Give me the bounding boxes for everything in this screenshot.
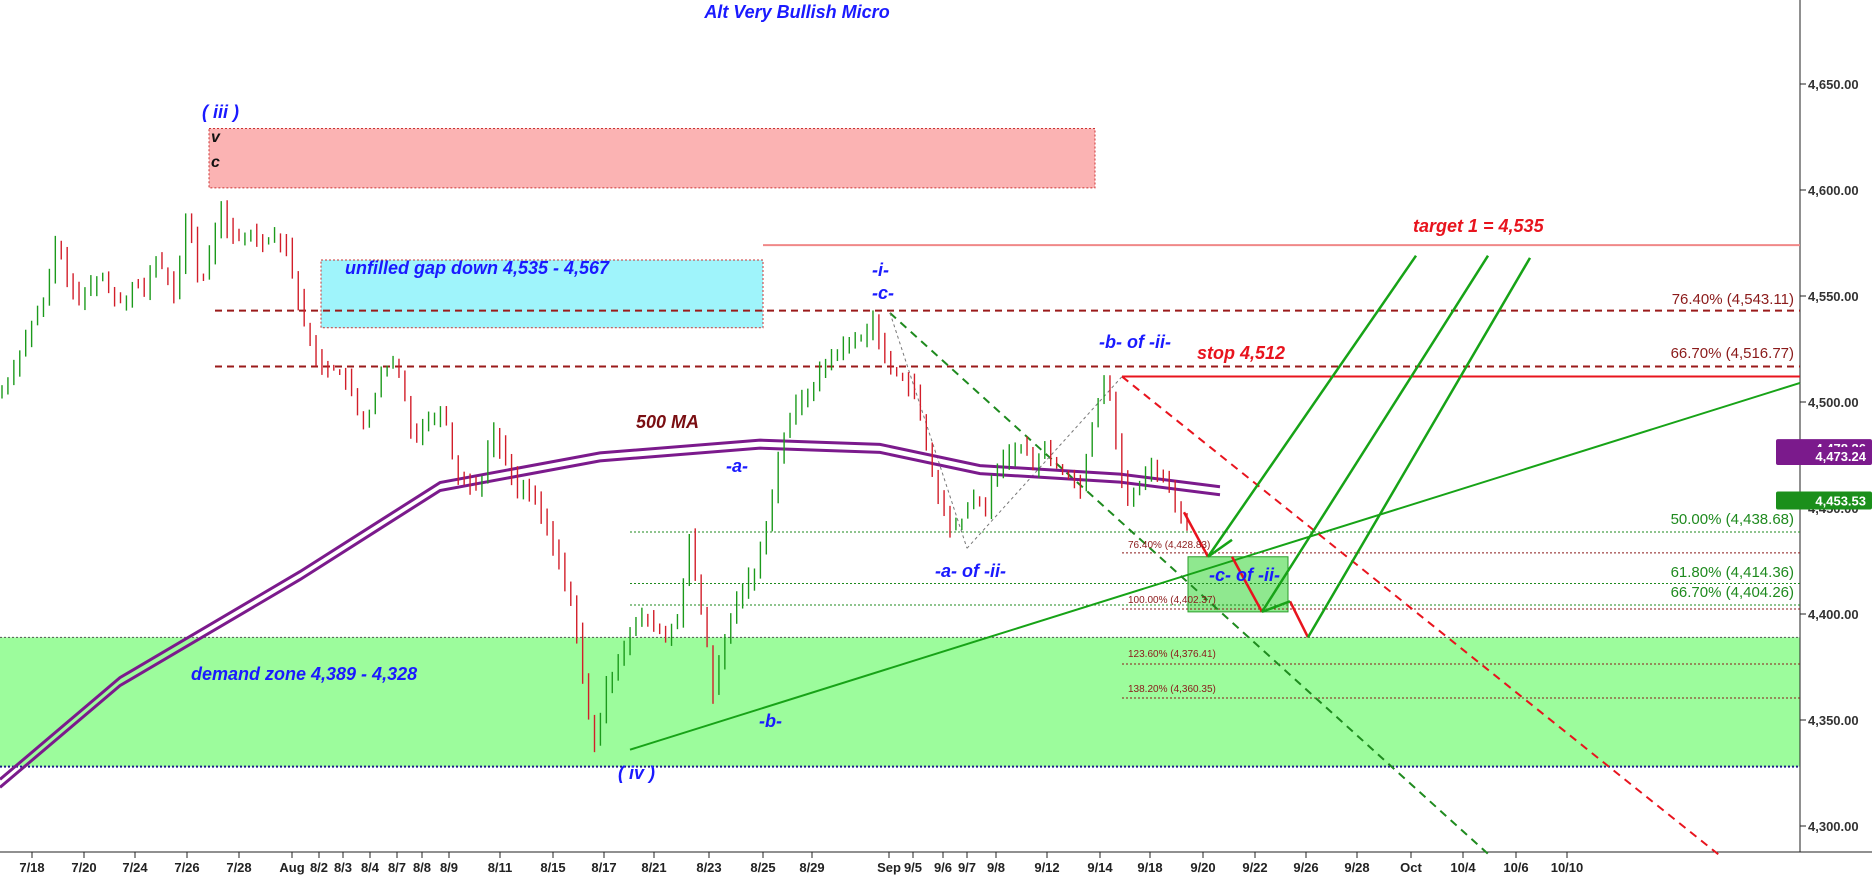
x-tick-label: 9/22 (1242, 860, 1267, 875)
x-tick-label: 8/11 (488, 860, 513, 875)
stop-label: stop 4,512 (1197, 343, 1285, 363)
demand-zone-label: demand zone 4,389 - 4,328 (191, 664, 417, 684)
wave-v-label: v (211, 129, 221, 146)
x-tick-label: 8/23 (696, 860, 721, 875)
fib-label-138-20-small: 138.20% (4,360.35) (1128, 684, 1216, 695)
fib-label-66-70-upper: 66.70% (4,516.77) (1671, 345, 1794, 362)
x-tick-label: 7/18 (19, 860, 44, 875)
wave-iv-label: ( iv ) (618, 763, 655, 783)
x-tick-label: Sep (877, 860, 901, 875)
ma-upper-line (0, 438, 1221, 781)
x-tick-label: 8/4 (361, 860, 380, 875)
y-tick-label: 4,500.00 (1808, 395, 1859, 410)
x-tick-label: 8/25 (750, 860, 775, 875)
projection-paths (1182, 255, 1532, 638)
wave-a-of-ii-label: -a- of -ii- (935, 561, 1006, 581)
wave-iii-label: ( iii ) (202, 102, 239, 122)
fib-label-76-40-small: 76.40% (4,428.83) (1128, 540, 1210, 551)
x-tick-label: 9/18 (1137, 860, 1162, 875)
fib-label-61-80: 61.80% (4,414.36) (1671, 564, 1794, 581)
x-tick-label: 10/10 (1551, 860, 1584, 875)
fib-label-100-small: 100.00% (4,402.37) (1128, 595, 1216, 606)
x-tick-label: Aug (279, 860, 304, 875)
green-projection-segment (1207, 538, 1233, 558)
x-tick-label: 9/14 (1087, 860, 1113, 875)
wave-connector (966, 376, 1123, 549)
channel-green-dashed (889, 312, 1491, 857)
price-bars (1, 200, 1188, 753)
wave-b-label: -b- (759, 711, 782, 731)
fib-label-66-70-lower: 66.70% (4,404.26) (1671, 584, 1794, 601)
green-projection-segment (1260, 255, 1490, 613)
x-tick-label: 9/6 (934, 860, 952, 875)
gap-box (320, 259, 764, 329)
wave-i-label: -i- (872, 260, 889, 280)
x-tick-label: 7/28 (226, 860, 251, 875)
gap-label: unfilled gap down 4,535 - 4,567 (345, 258, 610, 278)
x-tick-label: 10/6 (1503, 860, 1528, 875)
x-tick-label: 10/4 (1450, 860, 1476, 875)
x-tick-label: Oct (1400, 860, 1422, 875)
price-tag-box (1776, 491, 1872, 510)
wave-b-of-ii-label: -b- of -ii- (1099, 332, 1171, 352)
supply-box (208, 128, 1096, 189)
price-tag-label: 4,473.24 (1815, 449, 1866, 464)
x-tick-label: 9/26 (1293, 860, 1318, 875)
y-tick-label: 4,650.00 (1808, 77, 1859, 92)
x-tick-label: 8/9 (440, 860, 458, 875)
x-tick-label: 8/7 (388, 860, 406, 875)
x-tick-label: 8/3 (334, 860, 352, 875)
y-tick-label: 4,300.00 (1808, 819, 1859, 834)
x-tick-label: 8/8 (413, 860, 431, 875)
price-tag-box (1776, 447, 1872, 466)
x-tick-label: 9/8 (987, 860, 1005, 875)
x-tick-label: 8/2 (310, 860, 328, 875)
red-projection-segment (1288, 600, 1310, 638)
ma-lower-line (0, 446, 1221, 789)
fib-label-50-00: 50.00% (4,438.68) (1671, 511, 1794, 528)
target-label: target 1 = 4,535 (1413, 216, 1545, 236)
demand-zone (0, 637, 1800, 767)
y-tick-label: 4,600.00 (1808, 183, 1859, 198)
price-tags: 4,478.264,473.244,453.53 (1776, 439, 1872, 510)
x-tick-label: 8/21 (641, 860, 666, 875)
green-projection-segment (1206, 255, 1418, 558)
y-tick-label: 4,550.00 (1808, 289, 1859, 304)
chart-title: Alt Very Bullish Micro (703, 2, 889, 22)
wave-c-of-ii-label: -c- of -ii- (1209, 565, 1280, 585)
red-projection-segment (1230, 556, 1264, 613)
wave-c-top-label: c (211, 154, 220, 171)
wave-a-label: -a- (726, 456, 748, 476)
y-tick-label: 4,350.00 (1808, 713, 1859, 728)
price-tag-label: 4,453.53 (1815, 494, 1866, 509)
x-tick-label: 8/29 (799, 860, 824, 875)
fib-label-123-60-small: 123.60% (4,376.41) (1128, 649, 1216, 660)
x-tick-label: 8/17 (591, 860, 616, 875)
fib-label-76-40: 76.40% (4,543.11) (1672, 291, 1794, 308)
green-projection-segment (1261, 600, 1291, 614)
x-tick-label: 9/5 (904, 860, 922, 875)
red-projection-segment (1182, 511, 1210, 558)
x-tick-label: 8/15 (540, 860, 565, 875)
overlay-lines (215, 244, 1801, 857)
x-tick-label: 9/7 (958, 860, 976, 875)
green-projection-segment (1306, 257, 1532, 638)
x-tick-label: 9/20 (1190, 860, 1215, 875)
x-tick-label: 9/28 (1344, 860, 1369, 875)
x-tick-label: 7/24 (122, 860, 148, 875)
y-tick-label: 4,400.00 (1808, 607, 1859, 622)
moving-average (0, 438, 1221, 789)
x-tick-label: 9/12 (1034, 860, 1059, 875)
x-tick-label: 7/26 (174, 860, 199, 875)
wave-connector (889, 312, 968, 549)
ma-label: 500 MA (636, 412, 699, 432)
wave-c-i-label: -c- (872, 283, 894, 303)
channel-red-dashed (1121, 375, 1721, 857)
trendline-green (629, 381, 1801, 751)
x-tick-label: 7/20 (71, 860, 96, 875)
